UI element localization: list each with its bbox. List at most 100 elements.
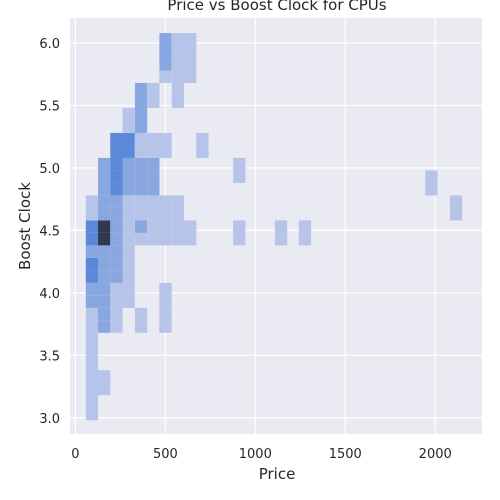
x-axis-label: Price <box>259 465 296 483</box>
heatmap-bin <box>110 132 123 146</box>
heatmap-bin <box>171 232 185 246</box>
y-tick-label: 3.0 <box>39 412 60 427</box>
heatmap-bin <box>159 195 172 208</box>
heatmap-bin <box>85 245 99 258</box>
heatmap-bin <box>98 370 111 383</box>
heatmap-bin <box>159 57 172 71</box>
heatmap-bin <box>147 232 160 246</box>
heatmap-bin <box>122 232 135 246</box>
heatmap-bin <box>110 145 123 158</box>
heatmap-bin <box>134 82 148 96</box>
y-tick-label: 4.5 <box>39 224 60 239</box>
heatmap-bin <box>134 107 148 121</box>
heatmap-bin <box>134 145 148 158</box>
heatmap-bin <box>110 232 123 246</box>
heatmap-bin <box>159 295 172 308</box>
heatmap-bin <box>85 207 99 221</box>
heatmap-bin <box>134 132 148 146</box>
heatmap-bin <box>122 132 135 146</box>
heatmap-bin <box>184 45 197 58</box>
heatmap-bin <box>159 45 172 58</box>
heatmap-bin <box>134 320 148 333</box>
heatmap-bin <box>85 357 99 371</box>
heatmap-bin <box>184 32 197 46</box>
heatmap-bin <box>171 70 185 83</box>
heatmap-bin <box>147 95 160 108</box>
heatmap-bin <box>98 195 111 208</box>
heatmap-bin <box>147 182 160 196</box>
heatmap-bin <box>233 232 246 246</box>
heatmap-bin <box>134 95 148 108</box>
heatmap-bin <box>122 220 135 233</box>
heatmap-bin <box>171 45 185 58</box>
heatmap-bin <box>98 157 111 171</box>
heatmap-bin <box>98 295 111 308</box>
heatmap-bin <box>122 182 135 196</box>
heatmap-bin <box>134 157 148 171</box>
heatmap-bin <box>110 257 123 271</box>
x-tick-label: 0 <box>71 447 79 462</box>
heatmap-bin <box>425 170 438 183</box>
heatmap-bin <box>85 232 99 246</box>
heatmap-bin <box>159 32 172 46</box>
y-tick-labels: 3.0 3.5 4.0 4.5 5.0 5.5 6.0 <box>39 37 60 427</box>
heatmap-bin <box>85 407 99 421</box>
x-tick-labels: 0 500 1000 1500 2000 <box>71 447 452 462</box>
heatmap-bin <box>134 232 148 246</box>
heatmap-bin <box>122 120 135 133</box>
heatmap-bin <box>98 282 111 296</box>
heatmap-bin <box>110 195 123 208</box>
heatmap-bin <box>122 270 135 283</box>
heatmap-bin <box>85 220 99 233</box>
heatmap-bin <box>449 207 463 221</box>
heatmap-bin <box>122 282 135 296</box>
x-tick-label: 1500 <box>329 447 362 462</box>
heatmap-bin <box>110 245 123 258</box>
heatmap-bin <box>233 220 246 233</box>
heatmap-bin <box>159 220 172 233</box>
heatmap-bin <box>110 320 123 333</box>
heatmap-bin <box>85 332 99 346</box>
heatmap-bin <box>122 207 135 221</box>
heatmap-bin <box>159 70 172 83</box>
heatmap-bin <box>196 132 209 146</box>
heatmap-bin <box>110 170 123 183</box>
heatmap-bin <box>122 295 135 308</box>
heatmap-bin <box>110 207 123 221</box>
heatmap-bin <box>85 282 99 296</box>
heatmap-bin <box>159 282 172 296</box>
heatmap-bin <box>98 382 111 396</box>
heatmap-bin <box>110 282 123 296</box>
heatmap-bin <box>274 220 288 233</box>
heatmap-bin <box>147 82 160 96</box>
heatmap-bin <box>233 157 246 171</box>
heatmap-bin <box>196 145 209 158</box>
y-tick-label: 6.0 <box>39 37 60 52</box>
x-tick-label: 500 <box>153 447 178 462</box>
heatmap-bin <box>85 395 99 408</box>
heatmap-bin <box>98 320 111 333</box>
heatmap-bin <box>134 120 148 133</box>
y-tick-label: 5.0 <box>39 162 60 177</box>
heatmap-bin <box>171 95 185 108</box>
heatmap-bin <box>98 307 111 321</box>
heatmap-bin <box>147 207 160 221</box>
heatmap-bin <box>184 220 197 233</box>
heatmap-bin <box>122 195 135 208</box>
heatmap-bin <box>134 307 148 321</box>
heatmap-bin <box>98 245 111 258</box>
heatmap-bin <box>159 232 172 246</box>
heatmap-bin <box>159 145 172 158</box>
heatmap-bin <box>110 295 123 308</box>
heatmap-bin <box>233 170 246 183</box>
heatmap-bin <box>159 132 172 146</box>
y-tick-label: 3.5 <box>39 349 60 364</box>
y-axis-label: Boost Clock <box>16 182 34 270</box>
heatmap-bin <box>159 307 172 321</box>
heatmap-bin <box>98 220 111 233</box>
heatmap-bin <box>110 157 123 171</box>
heatmap-bin <box>122 157 135 171</box>
heatmap-bin <box>85 320 99 333</box>
heatmap-bin <box>171 207 185 221</box>
heatmap-bin <box>147 195 160 208</box>
